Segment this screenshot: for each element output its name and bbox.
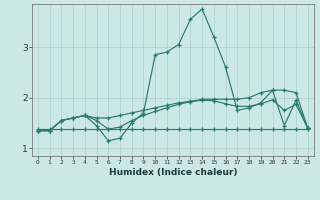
X-axis label: Humidex (Indice chaleur): Humidex (Indice chaleur) bbox=[108, 168, 237, 177]
